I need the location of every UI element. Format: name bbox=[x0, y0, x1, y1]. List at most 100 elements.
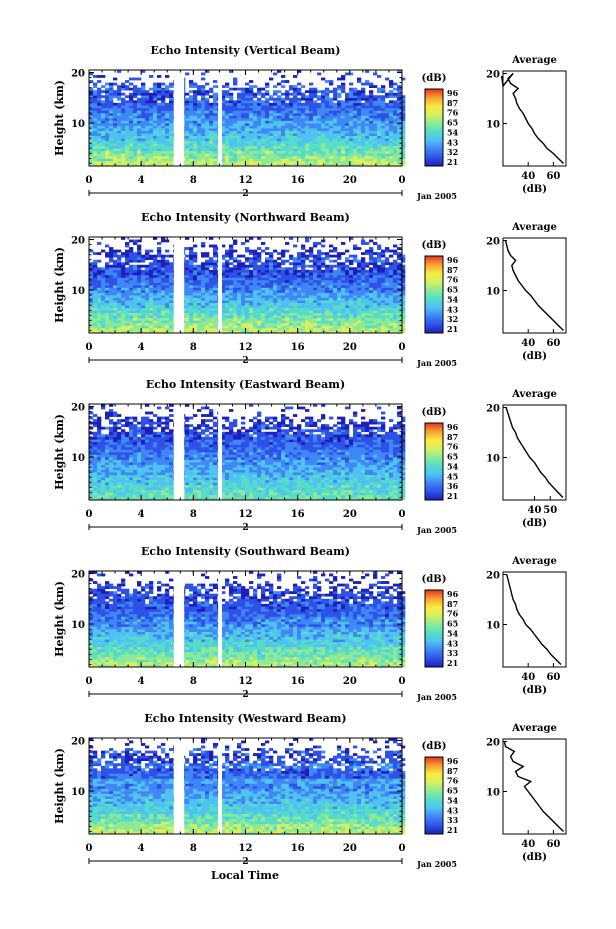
heatmap-cell bbox=[321, 105, 326, 109]
heatmap-cell bbox=[325, 95, 330, 99]
heatmap-cell bbox=[101, 327, 106, 331]
heatmap-cell bbox=[141, 138, 146, 142]
heatmap-cell bbox=[349, 133, 354, 136]
heatmap-cell bbox=[333, 160, 338, 164]
heatmap-cell bbox=[393, 307, 398, 311]
heatmap-cell bbox=[341, 133, 346, 136]
heatmap-cell bbox=[381, 305, 386, 309]
heatmap-cell bbox=[129, 285, 134, 288]
heatmap-cell bbox=[201, 320, 206, 324]
heatmap-cell bbox=[313, 150, 318, 154]
heatmap-cell bbox=[249, 123, 254, 126]
heatmap-cell bbox=[189, 130, 194, 134]
heatmap-cell bbox=[229, 300, 234, 303]
heatmap-cell bbox=[245, 100, 250, 104]
heatmap-cell bbox=[221, 143, 226, 147]
heatmap-cell bbox=[89, 120, 94, 124]
heatmap-cell bbox=[213, 105, 218, 109]
heatmap-cell bbox=[389, 320, 394, 324]
heatmap-cell bbox=[241, 320, 246, 324]
heatmap-cell bbox=[297, 148, 302, 152]
heatmap-cell bbox=[389, 160, 394, 164]
heatmap-cell bbox=[245, 287, 250, 291]
heatmap-cell bbox=[221, 133, 226, 136]
heatmap-cell bbox=[361, 315, 366, 319]
heatmap-cell bbox=[273, 262, 278, 266]
heatmap-cell bbox=[289, 254, 294, 258]
heatmap-cell bbox=[121, 285, 126, 288]
heatmap-cell bbox=[133, 140, 138, 144]
heatmap-cell bbox=[97, 92, 102, 96]
heatmap-cell bbox=[105, 133, 110, 136]
heatmap-cell bbox=[321, 317, 326, 321]
heatmap-cell bbox=[313, 264, 318, 268]
heatmap-cell bbox=[321, 292, 326, 296]
heatmap-cell bbox=[121, 282, 126, 286]
heatmap-cell bbox=[141, 305, 146, 309]
heatmap-cell bbox=[153, 327, 158, 331]
heatmap-cell bbox=[237, 120, 242, 124]
heatmap-cell bbox=[325, 118, 330, 121]
heatmap-cell bbox=[361, 264, 366, 268]
heatmap-cell bbox=[249, 120, 254, 124]
heatmap-cell bbox=[137, 143, 142, 147]
heatmap-cell bbox=[397, 70, 402, 73]
heatmap-cell bbox=[213, 252, 218, 255]
heatmap-cell bbox=[345, 160, 350, 164]
heatmap-cell bbox=[213, 249, 218, 253]
heatmap-cell bbox=[105, 285, 110, 288]
heatmap-cell bbox=[145, 285, 150, 288]
heatmap-cell bbox=[253, 249, 258, 253]
heatmap-cell bbox=[213, 325, 218, 329]
heatmap-cell bbox=[341, 128, 346, 131]
heatmap-cell bbox=[149, 300, 154, 303]
heatmap-cell bbox=[273, 310, 278, 314]
heatmap-cell bbox=[93, 100, 98, 104]
heatmap-cell bbox=[385, 118, 390, 121]
heatmap-cell bbox=[325, 297, 330, 301]
heatmap-cell bbox=[317, 297, 322, 301]
heatmap-cell bbox=[305, 297, 310, 301]
heatmap-cell bbox=[249, 295, 254, 298]
heatmap-cell bbox=[229, 92, 234, 96]
heatmap-cell bbox=[281, 118, 286, 121]
heatmap-cell bbox=[225, 158, 230, 162]
heatmap-cell bbox=[301, 257, 306, 261]
heatmap-cell bbox=[289, 269, 294, 273]
heatmap-cell bbox=[385, 102, 390, 106]
heatmap-cell bbox=[389, 143, 394, 147]
heatmap-cell bbox=[161, 295, 166, 298]
heatmap-cell bbox=[113, 272, 118, 276]
heatmap-cell bbox=[209, 128, 214, 131]
heatmap-cell bbox=[241, 105, 246, 109]
heatmap-cell bbox=[185, 97, 190, 101]
heatmap-cell bbox=[393, 118, 398, 121]
heatmap-cell bbox=[309, 107, 314, 111]
heatmap-cell bbox=[129, 148, 134, 152]
heatmap-cell bbox=[289, 85, 294, 88]
heatmap-cell bbox=[193, 155, 198, 159]
heatmap-cell bbox=[357, 140, 362, 144]
heatmap-cell bbox=[149, 148, 154, 152]
heatmap-cell bbox=[269, 97, 274, 101]
heatmap-cell bbox=[189, 155, 194, 159]
heatmap-cell bbox=[89, 97, 94, 101]
heatmap-cell bbox=[253, 140, 258, 144]
heatmap-cell bbox=[313, 120, 318, 124]
average-profile-line bbox=[501, 73, 564, 164]
heatmap-cell bbox=[117, 125, 122, 129]
heatmap-cell bbox=[397, 287, 402, 291]
heatmap-cell bbox=[221, 327, 226, 331]
heatmap-cell bbox=[389, 287, 394, 291]
heatmap-cell bbox=[345, 264, 350, 268]
heatmap-cell bbox=[213, 295, 218, 298]
heatmap-cell bbox=[317, 72, 322, 76]
heatmap-cell bbox=[309, 249, 314, 253]
heatmap-cell bbox=[253, 264, 258, 268]
heatmap-cell bbox=[345, 138, 350, 142]
heatmap-cell bbox=[349, 143, 354, 147]
heatmap-cell bbox=[237, 125, 242, 129]
heatmap-cell bbox=[389, 315, 394, 319]
heatmap-cell bbox=[209, 330, 214, 334]
heatmap-cell bbox=[253, 158, 258, 162]
